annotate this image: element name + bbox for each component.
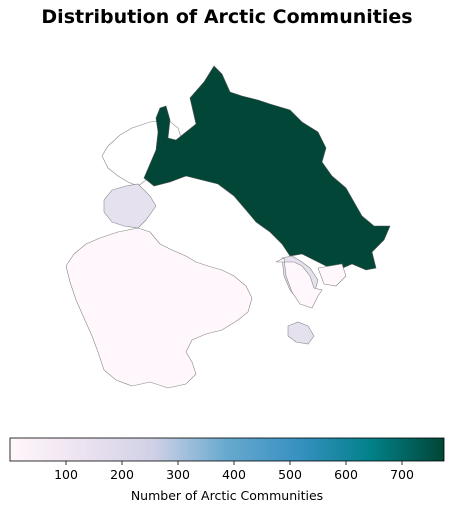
colorbar-tick-label: 600 bbox=[334, 467, 358, 482]
colorbar-ticks bbox=[65, 461, 403, 465]
colorbar-tick-label: 100 bbox=[54, 467, 78, 482]
region-finland[interactable] bbox=[317, 263, 347, 287]
region-norway[interactable] bbox=[275, 257, 323, 309]
region-canada[interactable] bbox=[65, 227, 253, 389]
colorbar-tick-label: 400 bbox=[222, 467, 246, 482]
region-russia[interactable] bbox=[143, 65, 391, 271]
region-iceland[interactable] bbox=[287, 321, 315, 345]
colorbar-tick-label: 200 bbox=[110, 467, 134, 482]
region-alaska[interactable] bbox=[103, 183, 157, 229]
colorbar-tick-label: 300 bbox=[166, 467, 190, 482]
colorbar bbox=[9, 437, 445, 462]
colorbar-tick-label: 700 bbox=[390, 467, 414, 482]
map-title: Distribution of Arctic Communities bbox=[41, 6, 413, 28]
colorbar-label: Number of Arctic Communities bbox=[130, 488, 324, 503]
colorbar-tick-label: 500 bbox=[278, 467, 302, 482]
